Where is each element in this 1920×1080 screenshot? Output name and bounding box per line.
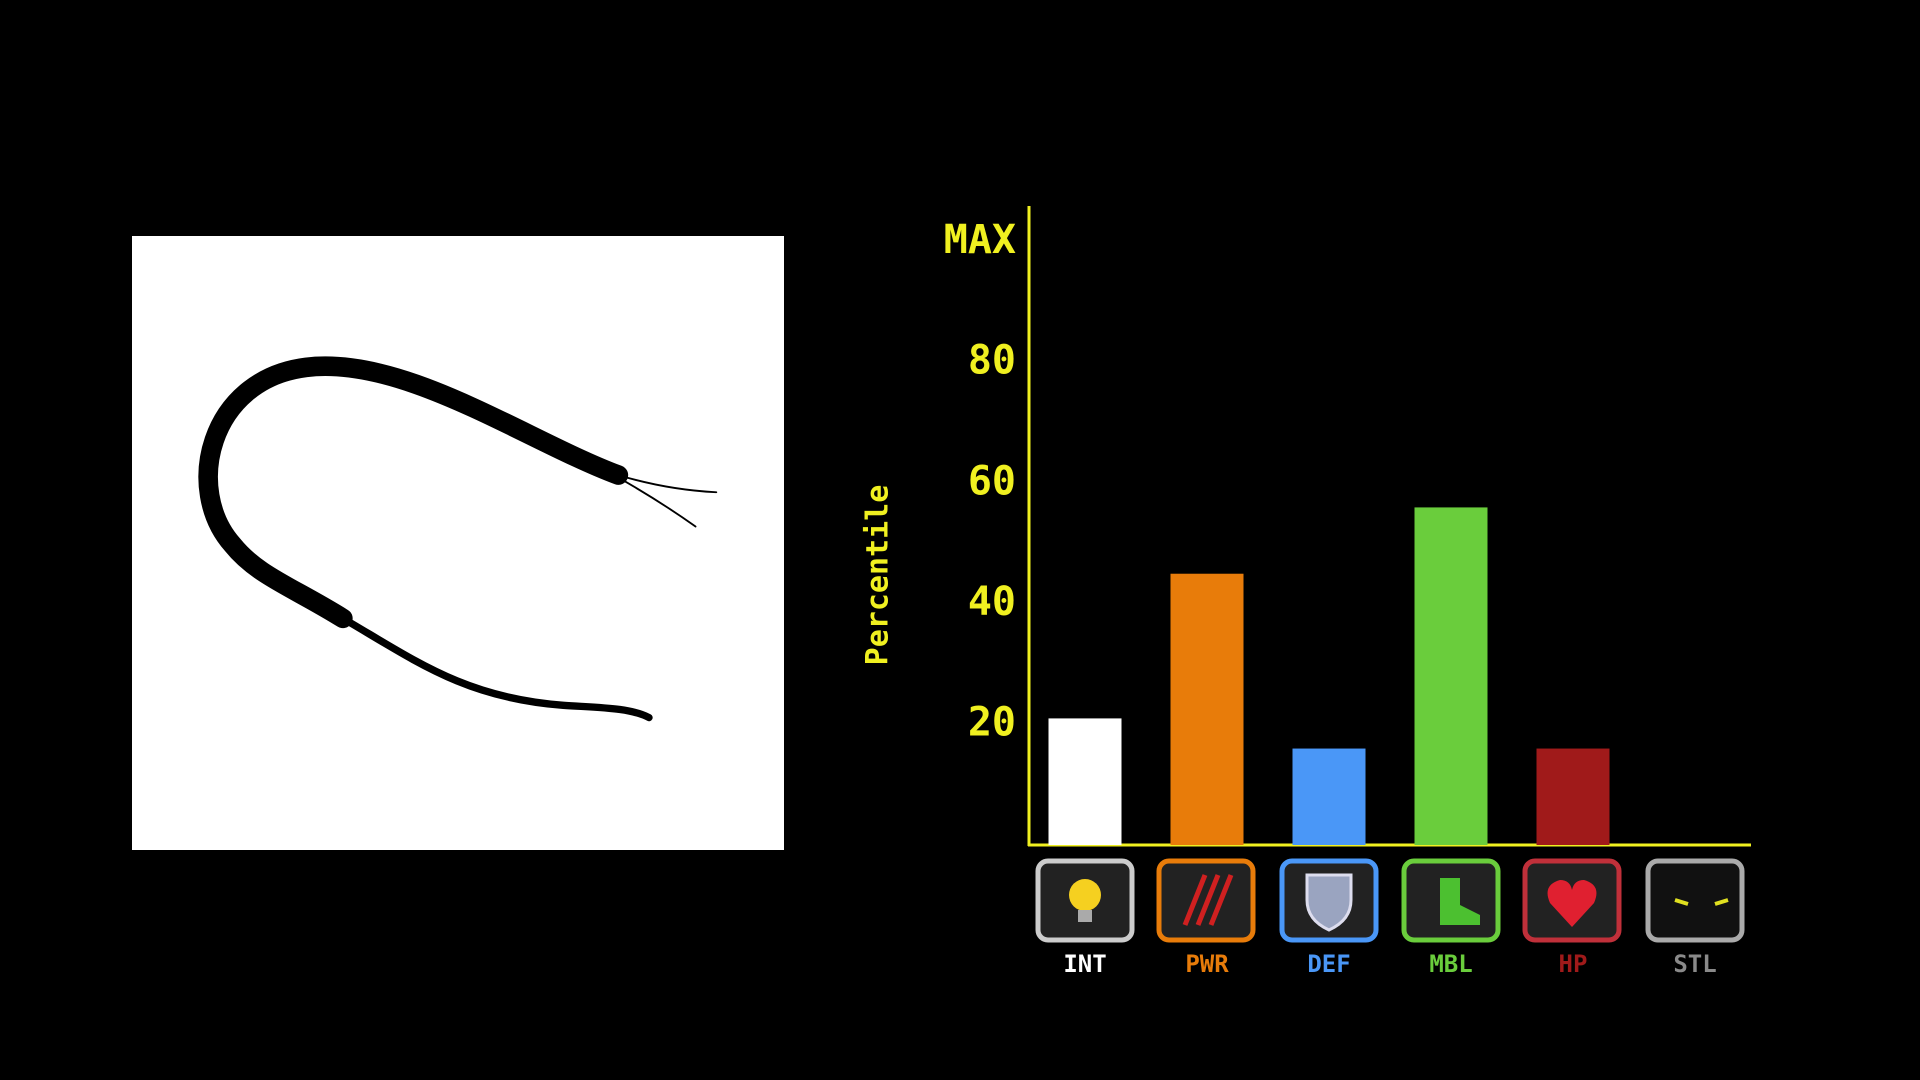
x-tick-label: STL	[1673, 950, 1716, 978]
y-tick-label: 80	[968, 338, 1016, 384]
y-tick-label: 40	[968, 579, 1016, 625]
bar	[1414, 507, 1488, 845]
icon-def	[1279, 858, 1379, 943]
x-tick-label: DEF	[1307, 950, 1350, 978]
icon-pwr	[1156, 858, 1256, 943]
icon-mbl	[1401, 858, 1501, 943]
snake-silhouette	[198, 356, 718, 722]
x-tick-label: MBL	[1429, 950, 1472, 978]
y-tick-label: MAX	[944, 217, 1016, 263]
bar	[1536, 748, 1610, 845]
icon-int	[1035, 858, 1135, 943]
y-axis-label: Percentile	[861, 485, 896, 666]
bar	[1048, 718, 1122, 845]
x-tick-label: PWR	[1185, 950, 1229, 978]
icon-stl	[1645, 858, 1745, 943]
icons	[1035, 858, 1745, 943]
bar	[1292, 748, 1366, 845]
x-tick-label: HP	[1559, 950, 1588, 978]
x-tick-label: INT	[1063, 950, 1106, 978]
icon-hp	[1522, 858, 1622, 943]
bar	[1170, 573, 1244, 845]
y-tick-label: 60	[968, 458, 1016, 504]
y-tick-label: 20	[968, 699, 1016, 745]
